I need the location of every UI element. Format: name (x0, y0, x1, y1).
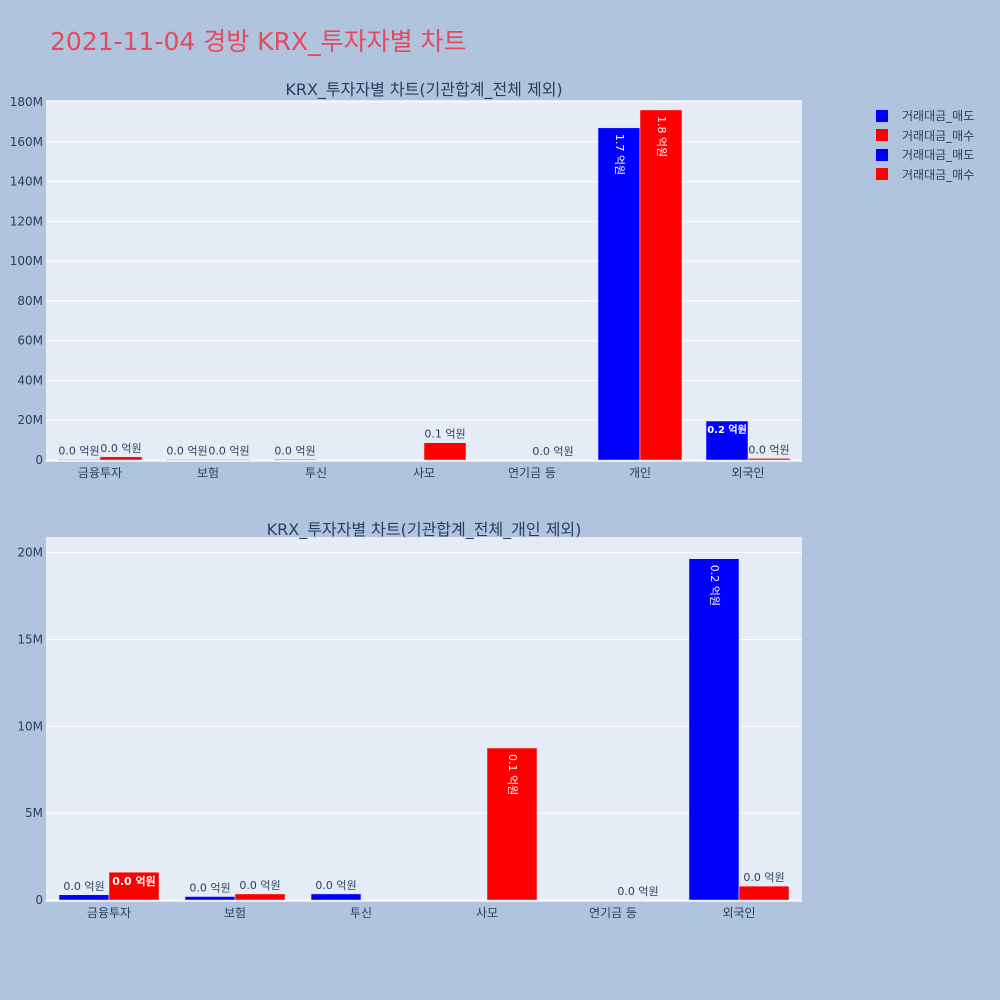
bar-value-label: 0.0 억원 (100, 442, 141, 455)
y-tick-label: 60M (17, 334, 43, 348)
bar-value-label: 0.2 억원 (708, 565, 721, 606)
x-tick-label: 사모 (476, 906, 498, 920)
y-tick-label: 20M (17, 546, 43, 560)
bar-value-label: 1.7 억원 (613, 134, 626, 175)
sell-bar (597, 127, 641, 461)
buy-bar (639, 109, 683, 461)
y-tick-label: 100M (10, 254, 43, 268)
y-tick-label: 0 (35, 453, 43, 467)
bar-value-label: 0.0 억원 (617, 885, 658, 898)
x-tick-label: 외국인 (731, 466, 764, 480)
chart-title: KRX_투자자별 차트(기관합계_전체_개인 제외) (267, 520, 582, 540)
sell-bar (688, 558, 740, 901)
bar-value-label: 0.0 억원 (748, 443, 789, 456)
legend-label: 거래대금_매도 (902, 109, 975, 124)
y-tick-label: 160M (10, 135, 43, 149)
bar-value-label: 0.0 억원 (63, 880, 104, 893)
y-tick-label: 15M (17, 632, 43, 646)
legend-item[interactable]: 거래대금_매도 (876, 106, 974, 126)
buy-bar (738, 885, 790, 901)
y-tick-label: 140M (10, 175, 43, 189)
buy-bar (486, 747, 538, 901)
y-tick-label: 40M (17, 373, 43, 387)
bar-value-label: 1.8 억원 (655, 116, 668, 157)
legend-item[interactable]: 거래대금_매도 (876, 145, 974, 165)
buy-bar (423, 442, 467, 461)
y-tick-label: 80M (17, 294, 43, 308)
y-tick-label: 180M (10, 95, 43, 109)
bar-value-label: 0.0 억원 (112, 874, 156, 888)
bar-value-label: 0.0 억원 (315, 879, 356, 892)
buy-bar (747, 458, 791, 461)
plot-area (46, 100, 802, 462)
legend-label: 거래대금_매수 (902, 128, 975, 143)
sell-bar (310, 893, 362, 901)
bar-value-label: 0.2 억원 (707, 423, 747, 436)
sell-bar (165, 459, 209, 461)
x-tick-label: 보험 (224, 906, 246, 920)
legend-swatch (876, 109, 888, 122)
sell-bar (705, 420, 749, 461)
x-tick-label: 보험 (197, 466, 219, 480)
bar-value-label: 0.0 억원 (189, 882, 230, 895)
legend-item[interactable]: 거래대금_매수 (876, 126, 974, 146)
sell-bar (57, 459, 101, 461)
legend-label: 거래대금_매수 (902, 167, 975, 182)
bar-value-label: 0.0 억원 (208, 444, 249, 457)
bar-value-label: 0.0 억원 (58, 444, 99, 457)
buy-bar (108, 871, 160, 901)
x-tick-label: 투신 (305, 466, 327, 480)
x-tick-label: 연기금 등 (589, 906, 637, 920)
bar-value-label: 0.0 억원 (743, 871, 784, 884)
y-tick-label: 5M (25, 806, 43, 820)
sell-bar (184, 896, 236, 901)
bar-value-label: 0.0 억원 (239, 879, 280, 892)
legend-swatch (876, 129, 888, 142)
x-tick-label: 연기금 등 (508, 466, 556, 480)
legend-swatch (876, 168, 888, 181)
y-tick-label: 10M (17, 719, 43, 733)
bar-value-label: 0.0 억원 (166, 444, 207, 457)
y-tick-label: 0 (35, 893, 43, 907)
legend-label: 거래대금_매도 (902, 148, 975, 163)
buy-bar (207, 459, 251, 461)
x-tick-label: 투신 (350, 906, 372, 920)
x-tick-label: 금융투자 (78, 466, 122, 480)
sell-bar (273, 459, 317, 461)
x-tick-label: 외국인 (722, 906, 755, 920)
bar-value-label: 0.0 억원 (532, 445, 573, 458)
sell-bar (58, 894, 110, 901)
y-tick-label: 20M (17, 413, 43, 427)
chart-title: KRX_투자자별 차트(기관합계_전체 제외) (285, 80, 562, 100)
x-tick-label: 개인 (629, 466, 651, 480)
x-tick-label: 금융투자 (87, 906, 131, 920)
buy-bar (99, 456, 143, 461)
y-tick-label: 120M (10, 214, 43, 228)
bar-value-label: 0.0 억원 (274, 444, 315, 457)
buy-bar (234, 893, 286, 901)
plot-area (46, 537, 802, 902)
bar-value-label: 0.1 억원 (424, 428, 465, 441)
legend-swatch (876, 148, 888, 161)
x-tick-label: 사모 (413, 466, 435, 480)
legend: 거래대금_매도 거래대금_매수 거래대금_매도 거래대금_매수 (876, 106, 974, 184)
bar-value-label: 0.1 억원 (506, 754, 519, 795)
main-title: 2021-11-04 경방 KRX_투자자별 차트 (50, 27, 467, 56)
legend-item[interactable]: 거래대금_매수 (876, 165, 974, 185)
